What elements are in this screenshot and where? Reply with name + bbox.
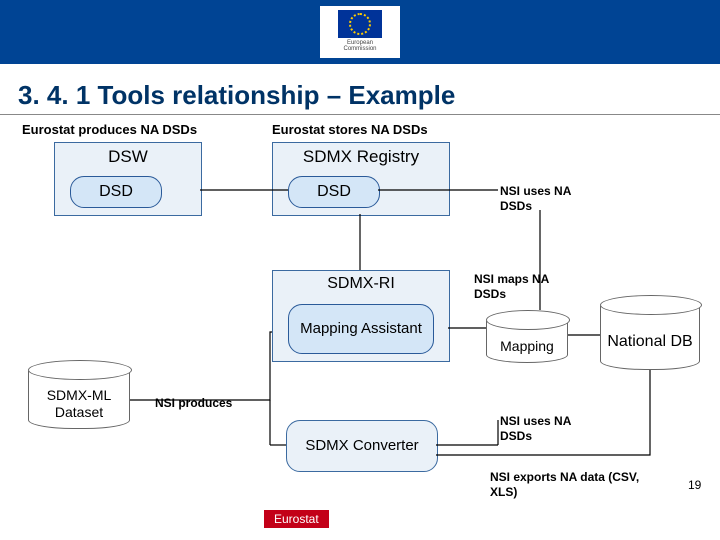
eu-flag-icon xyxy=(338,10,382,38)
cyl-sdmx-ml: SDMX-ML Dataset xyxy=(28,360,130,429)
label-stores: Eurostat stores NA DSDs xyxy=(272,122,428,137)
dsw-label: DSW xyxy=(108,147,148,167)
national-db-label: National DB xyxy=(600,306,700,370)
box-mapping-assistant: Mapping Assistant xyxy=(288,304,434,354)
ec-logo: EuropeanCommission xyxy=(320,6,400,58)
label-nsi-maps: NSI maps NA DSDs xyxy=(474,272,564,302)
footer-tab: Eurostat xyxy=(264,510,329,528)
registry-label: SDMX Registry xyxy=(303,147,419,167)
cyl-national-db: National DB xyxy=(600,295,700,370)
logo-text: EuropeanCommission xyxy=(343,40,376,52)
box-dsd-right: DSD xyxy=(288,176,380,208)
cyl-mapping: Mapping xyxy=(486,310,568,363)
box-sdmx-converter: SDMX Converter xyxy=(286,420,438,472)
page-title: 3. 4. 1 Tools relationship – Example xyxy=(18,80,455,111)
page-number: 19 xyxy=(688,478,701,492)
label-nsi-exports: NSI exports NA data (CSV, XLS) xyxy=(490,470,660,500)
sdmx-ri-label: SDMX-RI xyxy=(327,275,395,293)
label-nsi-uses-2: NSI uses NA DSDs xyxy=(500,414,590,444)
title-rule xyxy=(0,114,720,115)
label-nsi-produces: NSI produces xyxy=(155,396,232,410)
label-nsi-uses-1: NSI uses NA DSDs xyxy=(500,184,590,214)
box-dsd-left: DSD xyxy=(70,176,162,208)
label-produces: Eurostat produces NA DSDs xyxy=(22,122,197,137)
